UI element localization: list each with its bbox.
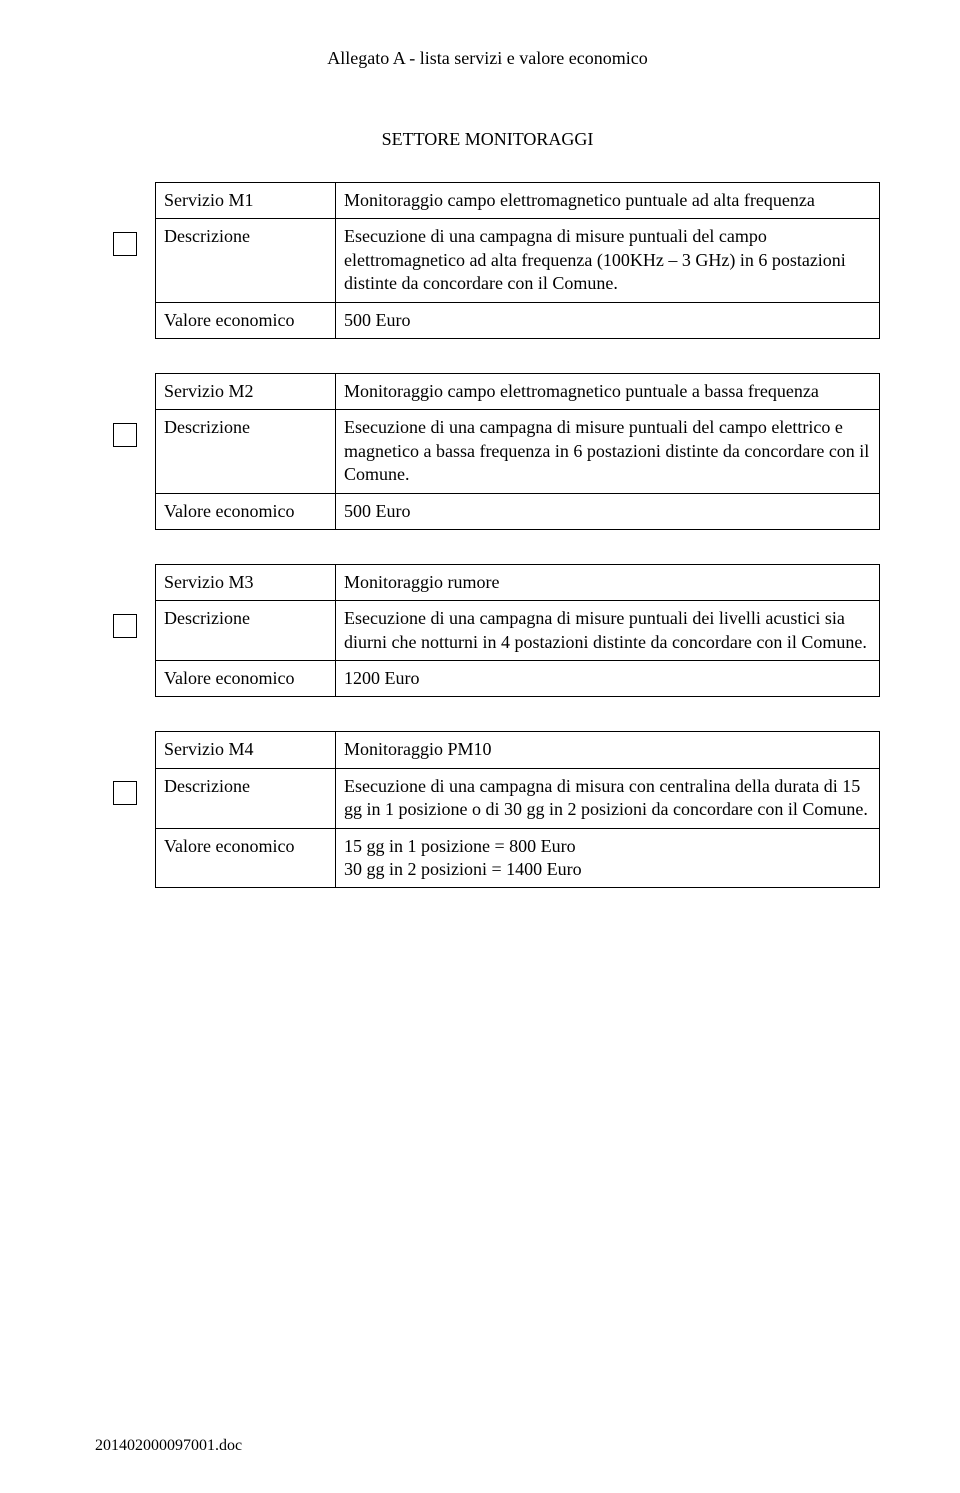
- value-label: Valore economico: [156, 302, 336, 338]
- service-checkbox-m4[interactable]: [113, 781, 137, 805]
- service-table-m3: Servizio M3 Monitoraggio rumore Descrizi…: [155, 564, 880, 698]
- desc-label: Descrizione: [156, 601, 336, 661]
- service-value: 500 Euro: [336, 302, 880, 338]
- service-value: 500 Euro: [336, 493, 880, 529]
- checkbox-cell: [95, 182, 155, 256]
- service-code-label: Servizio M4: [156, 732, 336, 768]
- table-row: Servizio M4 Monitoraggio PM10: [156, 732, 880, 768]
- table-row: Valore economico 500 Euro: [156, 493, 880, 529]
- page-container: Allegato A - lista servizi e valore econ…: [0, 0, 960, 1002]
- checkbox-cell: [95, 373, 155, 447]
- value-label: Valore economico: [156, 828, 336, 888]
- table-row: Servizio M1 Monitoraggio campo elettroma…: [156, 183, 880, 219]
- page-header-title: Allegato A - lista servizi e valore econ…: [95, 48, 880, 69]
- table-row: Valore economico 15 gg in 1 posizione = …: [156, 828, 880, 888]
- service-checkbox-m1[interactable]: [113, 232, 137, 256]
- service-title: Monitoraggio campo elettromagnetico punt…: [336, 183, 880, 219]
- service-block-m2: Servizio M2 Monitoraggio campo elettroma…: [95, 373, 880, 530]
- table-row: Valore economico 500 Euro: [156, 302, 880, 338]
- table-row: Descrizione Esecuzione di una campagna d…: [156, 768, 880, 828]
- service-title: Monitoraggio campo elettromagnetico punt…: [336, 373, 880, 409]
- desc-label: Descrizione: [156, 219, 336, 302]
- service-code-label: Servizio M1: [156, 183, 336, 219]
- checkbox-cell: [95, 731, 155, 805]
- service-code-label: Servizio M3: [156, 564, 336, 600]
- service-block-m3: Servizio M3 Monitoraggio rumore Descrizi…: [95, 564, 880, 698]
- service-code-label: Servizio M2: [156, 373, 336, 409]
- service-table-m1: Servizio M1 Monitoraggio campo elettroma…: [155, 182, 880, 339]
- service-block-m1: Servizio M1 Monitoraggio campo elettroma…: [95, 182, 880, 339]
- service-checkbox-m3[interactable]: [113, 614, 137, 638]
- value-label: Valore economico: [156, 661, 336, 697]
- service-value: 1200 Euro: [336, 661, 880, 697]
- service-value: 15 gg in 1 posizione = 800 Euro 30 gg in…: [336, 828, 880, 888]
- service-description: Esecuzione di una campagna di misura con…: [336, 768, 880, 828]
- table-row: Descrizione Esecuzione di una campagna d…: [156, 219, 880, 302]
- section-title: SETTORE MONITORAGGI: [95, 129, 880, 150]
- service-table-m4: Servizio M4 Monitoraggio PM10 Descrizion…: [155, 731, 880, 888]
- service-description: Esecuzione di una campagna di misure pun…: [336, 410, 880, 493]
- service-description: Esecuzione di una campagna di misure pun…: [336, 219, 880, 302]
- service-checkbox-m2[interactable]: [113, 423, 137, 447]
- service-description: Esecuzione di una campagna di misure pun…: [336, 601, 880, 661]
- service-title: Monitoraggio rumore: [336, 564, 880, 600]
- table-row: Valore economico 1200 Euro: [156, 661, 880, 697]
- service-block-m4: Servizio M4 Monitoraggio PM10 Descrizion…: [95, 731, 880, 888]
- table-row: Servizio M2 Monitoraggio campo elettroma…: [156, 373, 880, 409]
- table-row: Descrizione Esecuzione di una campagna d…: [156, 410, 880, 493]
- footer-filename: 201402000097001.doc: [95, 1437, 242, 1455]
- value-label: Valore economico: [156, 493, 336, 529]
- desc-label: Descrizione: [156, 768, 336, 828]
- desc-label: Descrizione: [156, 410, 336, 493]
- service-title: Monitoraggio PM10: [336, 732, 880, 768]
- checkbox-cell: [95, 564, 155, 638]
- table-row: Servizio M3 Monitoraggio rumore: [156, 564, 880, 600]
- service-table-m2: Servizio M2 Monitoraggio campo elettroma…: [155, 373, 880, 530]
- table-row: Descrizione Esecuzione di una campagna d…: [156, 601, 880, 661]
